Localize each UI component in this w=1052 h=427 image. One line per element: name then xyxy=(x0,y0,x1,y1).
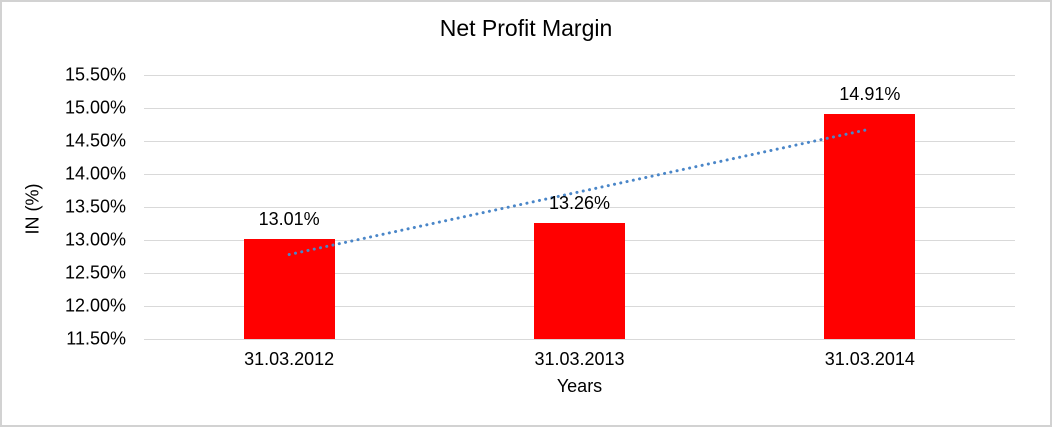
trendline-dotted-line xyxy=(287,127,872,257)
bar-data-label: 13.26% xyxy=(548,192,611,213)
y-tick-label: 14.50% xyxy=(64,130,126,151)
x-category-label: 31.03.2014 xyxy=(824,349,915,369)
y-tick-label: 15.50% xyxy=(64,64,126,85)
y-tick-label: 13.50% xyxy=(64,196,126,217)
y-axis-title: IN (%) xyxy=(22,183,43,235)
y-tick-label: 14.00% xyxy=(64,163,126,184)
gridline xyxy=(144,339,1015,340)
x-category-label: 31.03.2013 xyxy=(534,349,625,369)
y-tick-label: 15.00% xyxy=(64,97,126,118)
gridline xyxy=(144,141,1015,142)
x-axis-title: Years xyxy=(556,376,603,396)
gridline xyxy=(144,207,1015,208)
gridline xyxy=(144,174,1015,175)
bar-data-label: 14.91% xyxy=(839,83,901,104)
y-tick-label: 12.00% xyxy=(64,295,126,316)
gridline xyxy=(144,108,1015,109)
gridline xyxy=(144,75,1015,76)
x-category-label: 31.03.2012 xyxy=(244,349,335,369)
bar-31.03.2013 xyxy=(534,222,625,339)
bar-data-label: 13.01% xyxy=(258,209,320,230)
y-tick-label: 13.00% xyxy=(64,229,126,250)
bar-31.03.2014 xyxy=(824,113,916,339)
plot-area: 13.01% 13.26% 14.91% xyxy=(144,75,1015,340)
y-tick-label: 12.50% xyxy=(64,262,126,283)
y-tick-label: 11.50% xyxy=(66,328,126,349)
chart-title: Net Profit Margin xyxy=(439,15,613,41)
